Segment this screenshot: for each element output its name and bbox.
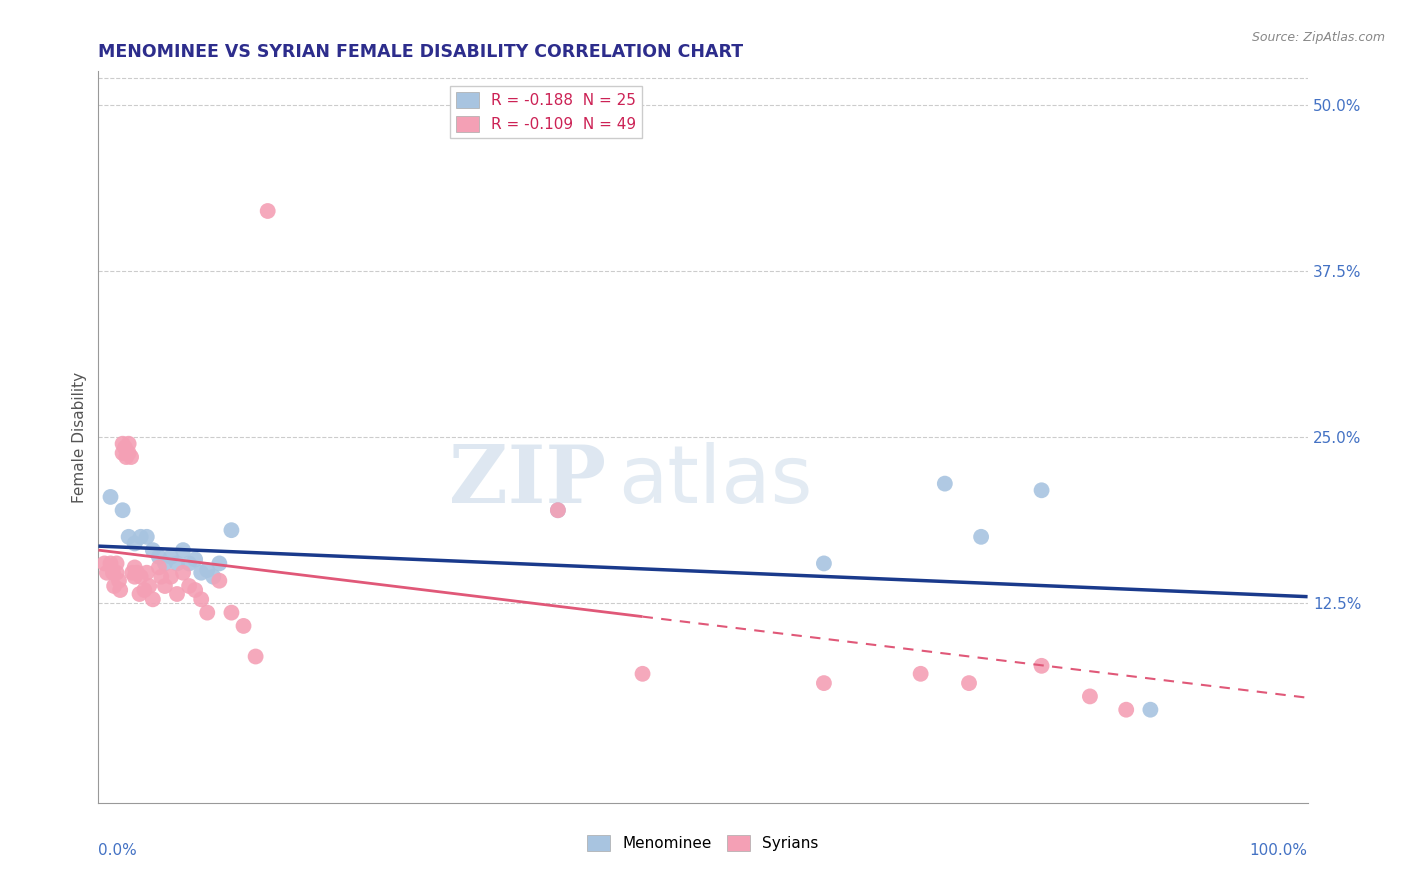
Point (813, 676, 835, 690)
Point (970, 530, 993, 544)
Point (172, 566, 194, 580)
Point (160, 549, 183, 564)
Point (172, 543, 194, 558)
Point (93, 557, 115, 571)
Point (129, 570, 152, 584)
Point (184, 582, 207, 597)
Point (179, 557, 201, 571)
Point (547, 503, 569, 517)
Point (190, 566, 212, 580)
Point (100, 557, 122, 571)
Point (256, 204, 278, 219)
Point (148, 560, 170, 574)
Text: atlas: atlas (619, 442, 813, 520)
Text: 0.0%: 0.0% (98, 843, 138, 858)
Point (142, 592, 165, 607)
Text: ZIP: ZIP (450, 442, 606, 520)
Point (547, 503, 569, 517)
Y-axis label: Female Disability: Female Disability (72, 371, 87, 503)
Point (160, 570, 183, 584)
Point (100, 490, 122, 504)
Point (1031, 483, 1053, 498)
Point (142, 543, 165, 558)
Point (101, 566, 124, 580)
Point (115, 450, 138, 464)
Point (150, 570, 173, 584)
Point (135, 530, 157, 544)
Point (166, 587, 188, 601)
Point (128, 587, 150, 601)
Point (118, 436, 141, 450)
Point (124, 560, 146, 574)
Point (118, 530, 141, 544)
Point (111, 503, 134, 517)
Point (120, 450, 142, 464)
Point (1078, 690, 1101, 704)
Point (195, 606, 218, 620)
Point (813, 557, 835, 571)
Point (138, 579, 160, 593)
Point (208, 574, 231, 588)
Text: MENOMINEE VS SYRIAN FEMALE DISABILITY CORRELATION CHART: MENOMINEE VS SYRIAN FEMALE DISABILITY CO… (98, 44, 744, 62)
Point (179, 579, 201, 593)
Point (124, 570, 146, 584)
Point (108, 574, 131, 588)
Point (111, 436, 134, 450)
Point (202, 570, 225, 584)
Point (111, 446, 134, 460)
Point (221, 606, 243, 620)
Point (245, 649, 267, 664)
Point (1031, 658, 1053, 673)
Point (631, 666, 654, 681)
Point (105, 566, 128, 580)
Point (957, 676, 980, 690)
Point (103, 579, 125, 593)
Point (105, 557, 128, 571)
Point (153, 579, 176, 593)
Legend: R = -0.188  N = 25, R = -0.109  N = 49: R = -0.188 N = 25, R = -0.109 N = 49 (450, 87, 643, 138)
Point (232, 619, 254, 633)
Point (190, 592, 212, 607)
Point (148, 549, 170, 564)
Point (118, 446, 141, 460)
Point (184, 552, 207, 566)
Point (121, 566, 143, 580)
Point (910, 666, 932, 681)
Point (114, 441, 136, 455)
Point (124, 536, 146, 550)
Point (127, 566, 149, 580)
Point (129, 530, 152, 544)
Point (1115, 703, 1137, 717)
Point (195, 563, 218, 577)
Text: 100.0%: 100.0% (1250, 843, 1308, 858)
Point (135, 566, 157, 580)
Point (166, 557, 188, 571)
Point (134, 582, 156, 597)
Point (108, 582, 131, 597)
Point (1139, 703, 1161, 717)
Point (153, 557, 176, 571)
Point (221, 523, 243, 537)
Point (96, 566, 118, 580)
Text: Source: ZipAtlas.com: Source: ZipAtlas.com (1251, 31, 1385, 45)
Point (934, 476, 956, 491)
Point (208, 557, 231, 571)
